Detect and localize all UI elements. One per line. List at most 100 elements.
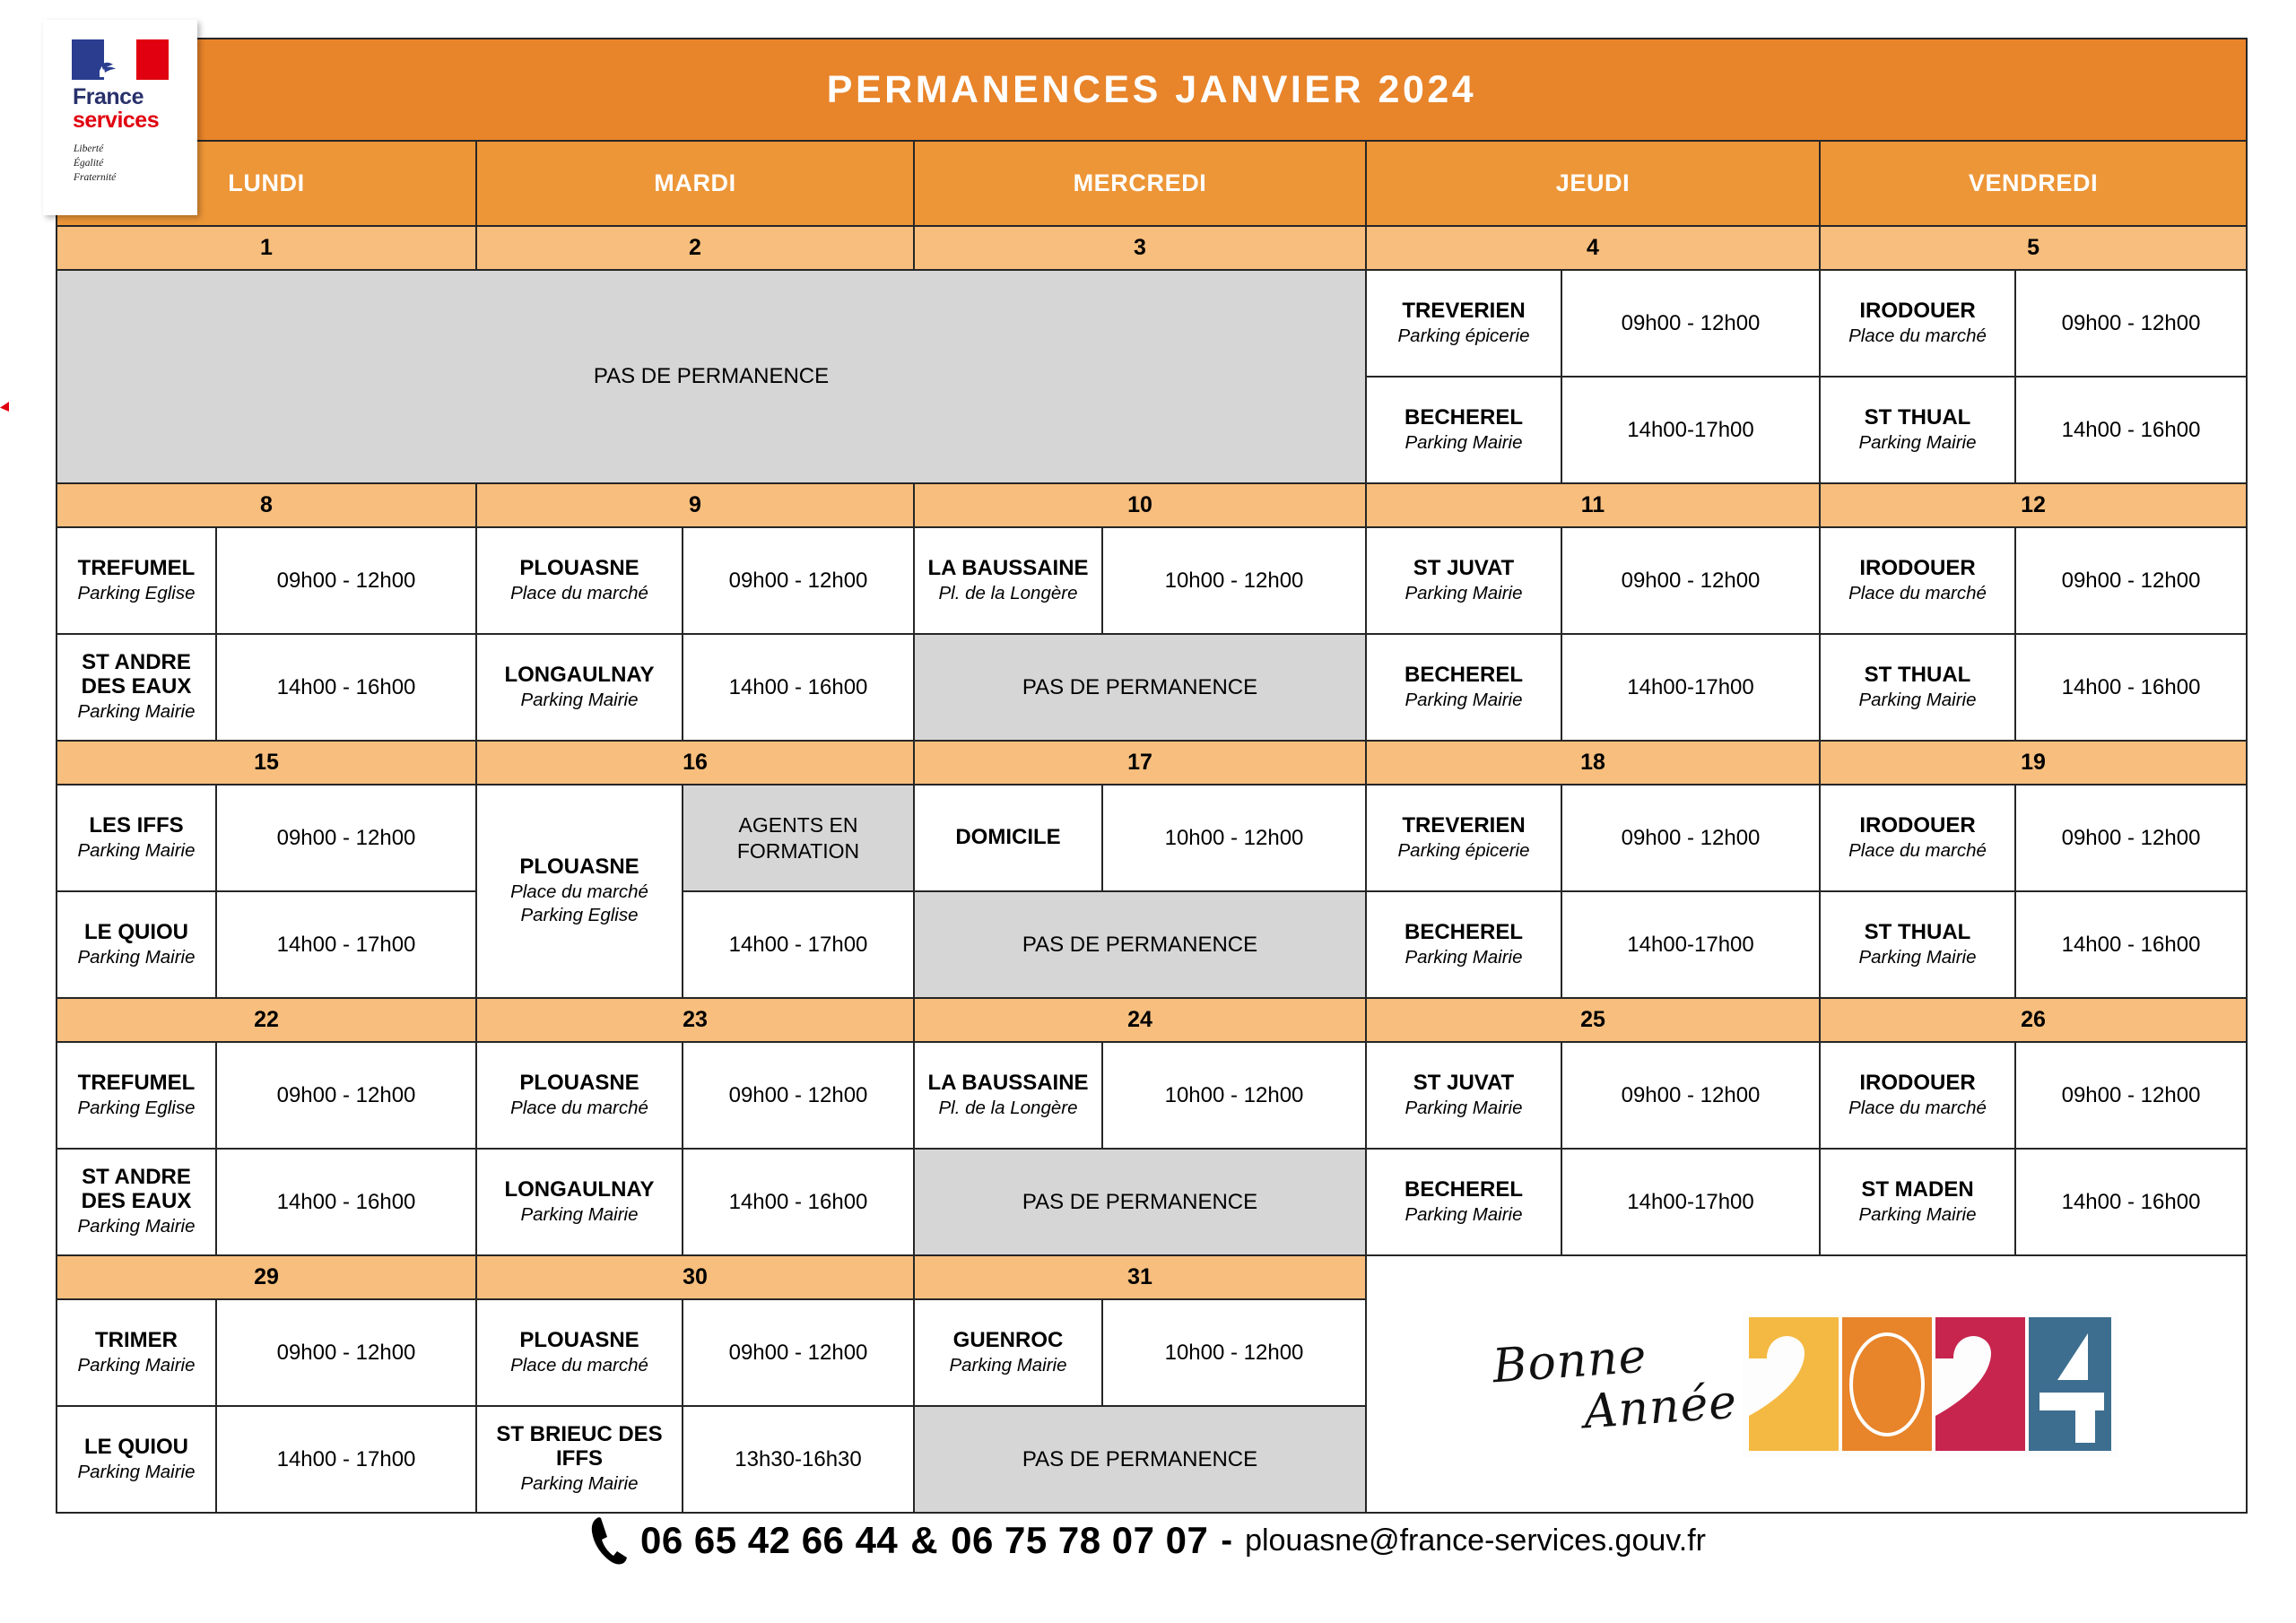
- hours-w1-fri-am: 09h00 - 12h00: [2013, 269, 2248, 378]
- place-name: LA BAUSSAINE: [927, 1070, 1089, 1095]
- place-name: TREFUMEL: [77, 555, 196, 580]
- place-sub: Parking Eglise: [77, 582, 196, 603]
- place-name: LA BAUSSAINE: [927, 555, 1089, 580]
- closed-cell-w5-wed-pm: PAS DE PERMANENCE: [913, 1405, 1367, 1514]
- bonne-annee-text: Bonne Année: [1492, 1326, 1740, 1442]
- contact-footer: 06 65 42 66 44 & 06 75 78 07 07 - plouas…: [0, 1515, 2296, 1566]
- place-name: GUENROC: [952, 1327, 1064, 1352]
- week-5-afternoon: LE QUIOU Parking Mairie 14h00 - 17h00 ST…: [56, 1405, 2247, 1514]
- phone-separator: &: [910, 1519, 939, 1561]
- place-w1-fri-pm: ST THUAL Parking Mairie: [1819, 376, 2016, 484]
- hours-w2-thu-am: 09h00 - 12h00: [1561, 526, 1821, 635]
- page-title: PERMANENCES JANVIER 2024: [55, 38, 2248, 142]
- place-name: BECHEREL: [1404, 662, 1523, 687]
- place-sub: Parking Mairie: [77, 946, 196, 968]
- place-w2-mon-am: TREFUMEL Parking Eglise: [56, 526, 217, 635]
- place-w4-tue-pm: LONGAULNAY Parking Mairie: [475, 1148, 683, 1256]
- hours-w2-fri-pm: 14h00 - 16h00: [2013, 633, 2248, 742]
- place-name: LE QUIOU: [83, 1434, 188, 1459]
- day-number-24: 24: [913, 997, 1367, 1043]
- hours-w4-tue-pm: 14h00 - 16h00: [682, 1148, 915, 1256]
- closed-cell-w1-mon-wed: PAS DE PERMANENCE: [56, 269, 1367, 484]
- place-w5-mon-pm: LE QUIOU Parking Mairie: [56, 1405, 217, 1514]
- place-w4-fri-pm: ST MADEN Parking Mairie: [1819, 1148, 2016, 1256]
- day-number-19: 19: [1818, 740, 2248, 785]
- place-w5-tue-am: PLOUASNE Place du marché: [475, 1298, 683, 1407]
- place-name: ST ANDRE DES EAUX: [81, 1165, 192, 1214]
- place-w2-fri-am: IRODOUER Place du marché: [1819, 526, 2016, 635]
- day-header-mardi: MARDI: [475, 140, 915, 227]
- place-name: LONGAULNAY: [504, 662, 655, 687]
- hours-w4-mon-am: 09h00 - 12h00: [215, 1041, 477, 1150]
- hours-w2-mon-pm: 14h00 - 16h00: [215, 633, 477, 742]
- place-w2-fri-pm: ST THUAL Parking Mairie: [1819, 633, 2016, 742]
- day-number-25: 25: [1365, 997, 1821, 1043]
- day-number-3: 3: [913, 225, 1367, 271]
- hours-w4-thu-pm: 14h00-17h00: [1561, 1148, 1821, 1256]
- place-name: TREFUMEL: [77, 1070, 196, 1095]
- week-2-numbers: 8 9 10 11 12: [56, 482, 2248, 528]
- place-w3-tue-all-day: PLOUASNE Place du marché Parking Eglise: [475, 784, 683, 999]
- place-sub: Place du marché: [1848, 325, 1987, 346]
- place-w2-mon-pm: ST ANDRE DES EAUX Parking Mairie: [56, 633, 217, 742]
- logo-word-france: France: [73, 84, 144, 109]
- place-w4-wed-am: LA BAUSSAINE Pl. de la Longère: [913, 1041, 1103, 1150]
- place-w3-thu-pm: BECHEREL Parking Mairie: [1365, 890, 1562, 999]
- day-header-vendredi: VENDREDI: [1818, 140, 2248, 227]
- hours-w3-thu-pm: 14h00-17h00: [1561, 890, 1821, 999]
- marianne-flag-icon: [72, 39, 169, 80]
- hours-w3-fri-pm: 14h00 - 16h00: [2013, 890, 2248, 999]
- place-sub: Place du marché: [510, 1354, 648, 1376]
- hours-w2-tue-pm: 14h00 - 16h00: [682, 633, 915, 742]
- day-number-15: 15: [56, 740, 477, 785]
- place-sub: Parking Mairie: [77, 1354, 196, 1376]
- france-services-logo: France services Liberté Égalité Fraterni…: [43, 20, 197, 215]
- place-name: ST BRIEUC DES IFFS: [496, 1422, 663, 1471]
- week-1-morning: PAS DE PERMANENCE TREVERIEN Parking épic…: [56, 269, 2248, 484]
- week-4-morning: TREFUMEL Parking Eglise 09h00 - 12h00 PL…: [56, 1041, 2248, 1150]
- place-name: BECHEREL: [1404, 1176, 1523, 1202]
- hours-w1-fri-pm: 14h00 - 16h00: [2013, 376, 2248, 484]
- hours-w2-tue-am: 09h00 - 12h00: [682, 526, 915, 635]
- place-w1-fri-am: IRODOUER Place du marché: [1819, 269, 2016, 378]
- place-w3-thu-am: TREVERIEN Parking épicerie: [1365, 784, 1562, 892]
- place-sub: Place du marché: [1848, 839, 1987, 861]
- week-5-numbers: 29 30 31 Bonne Année: [56, 1254, 2248, 1514]
- day-number-16: 16: [475, 740, 915, 785]
- day-number-30: 30: [475, 1254, 915, 1300]
- place-name: TRIMER: [95, 1327, 178, 1352]
- place-name: BECHEREL: [1404, 404, 1523, 430]
- place-w3-fri-am: IRODOUER Place du marché: [1819, 784, 2016, 892]
- hours-w4-fri-am: 09h00 - 12h00: [2013, 1041, 2248, 1150]
- day-header-row: LUNDI MARDI MERCREDI JEUDI VENDREDI: [56, 140, 2248, 227]
- hours-w4-tue-am: 09h00 - 12h00: [682, 1041, 915, 1150]
- place-sub: Parking épicerie: [1397, 839, 1530, 861]
- place-w4-mon-am: TREFUMEL Parking Eglise: [56, 1041, 217, 1150]
- place-w3-wed-am: DOMICILE: [913, 784, 1103, 892]
- hours-w2-wed-am: 10h00 - 12h00: [1101, 526, 1367, 635]
- place-sub: Parking Mairie: [1405, 946, 1523, 968]
- day-number-12: 12: [1818, 482, 2248, 528]
- week-3-afternoon: LE QUIOU Parking Mairie 14h00 - 17h00 14…: [56, 890, 2248, 999]
- day-number-31: 31: [913, 1254, 1367, 1300]
- place-name: PLOUASNE: [519, 1327, 639, 1352]
- week-2-morning: TREFUMEL Parking Eglise 09h00 - 12h00 PL…: [56, 526, 2248, 635]
- place-w2-thu-am: ST JUVAT Parking Mairie: [1365, 526, 1562, 635]
- place-name: LE QUIOU: [83, 919, 188, 944]
- day-number-8: 8: [56, 482, 477, 528]
- week-5-morning: TRIMER Parking Mairie 09h00 - 12h00 PLOU…: [56, 1298, 2247, 1407]
- phone-number-1: 06 65 42 66 44: [640, 1519, 899, 1561]
- greeting-line-2: Année: [1582, 1375, 1740, 1439]
- hours-w4-fri-pm: 14h00 - 16h00: [2013, 1148, 2248, 1256]
- week-4-numbers: 22 23 24 25 26: [56, 997, 2248, 1043]
- logo-devise: Liberté Égalité Fraternité: [74, 142, 116, 186]
- place-name: PLOUASNE: [519, 555, 639, 580]
- hours-w2-thu-pm: 14h00-17h00: [1561, 633, 1821, 742]
- place-name: DOMICILE: [955, 825, 1061, 850]
- place-sub: Parking Mairie: [1405, 1097, 1523, 1118]
- hours-w5-mon-am: 09h00 - 12h00: [215, 1298, 477, 1407]
- place-name: LES IFFS: [89, 812, 184, 838]
- place-sub: Parking Mairie: [520, 689, 639, 710]
- place-name: IRODOUER: [1859, 812, 1976, 838]
- place-w5-wed-am: GUENROC Parking Mairie: [913, 1298, 1103, 1407]
